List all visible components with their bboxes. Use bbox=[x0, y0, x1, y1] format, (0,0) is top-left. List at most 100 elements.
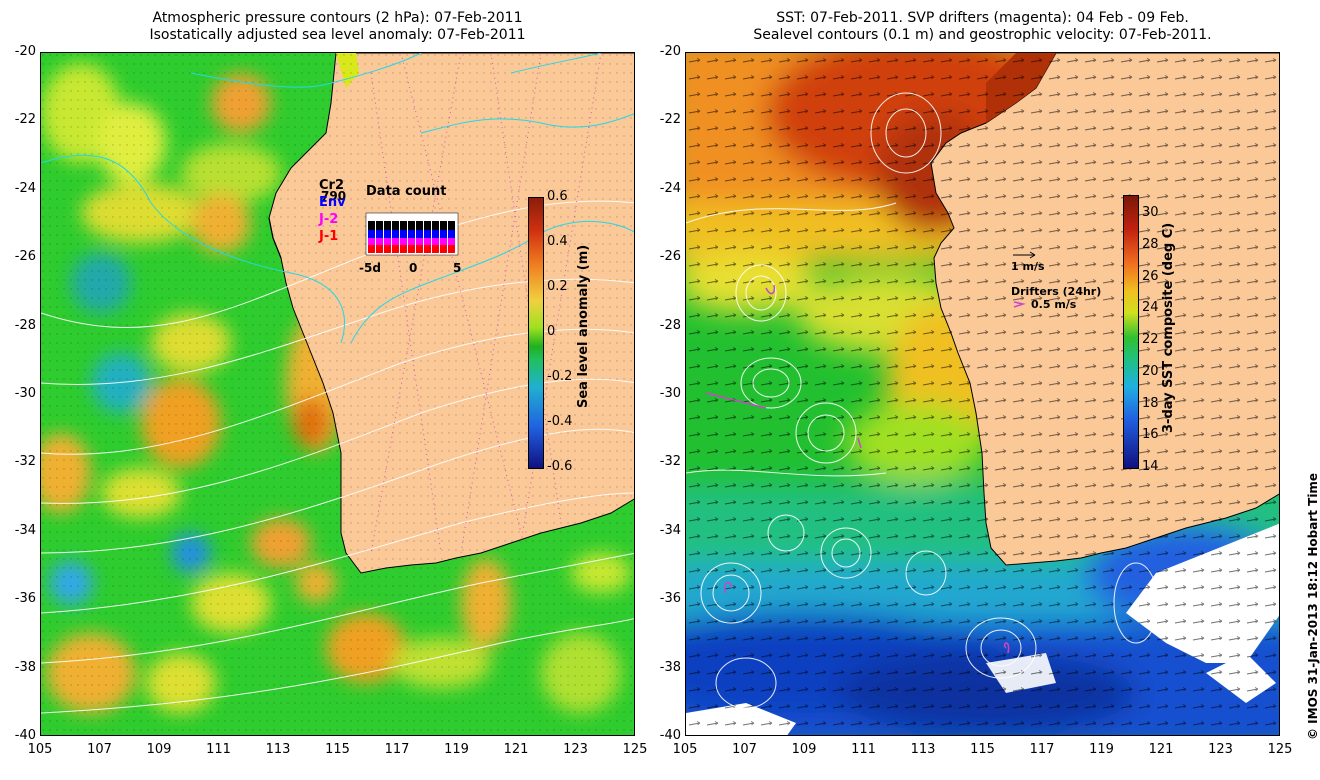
right-panel-title: SST: 07-Feb-2011. SVP drifters (magenta)… bbox=[685, 10, 1280, 44]
drifter-scale-label: 0.5 m/s bbox=[1031, 298, 1077, 311]
left-title-line2: Isostatically adjusted sea level anomaly… bbox=[149, 27, 526, 43]
data-count-bar bbox=[408, 221, 415, 230]
data-count-tick: -5d bbox=[359, 261, 381, 275]
sla-colorbar-label: Sea level anomaly (m) bbox=[576, 244, 591, 408]
sst-colorbar-tick: 16 bbox=[1142, 427, 1159, 443]
y-tick-label: -20 bbox=[14, 44, 36, 59]
data-count-bar bbox=[448, 221, 455, 230]
satellite-label: Env bbox=[319, 195, 346, 210]
data-count-bar bbox=[440, 221, 447, 230]
data-count-bar bbox=[384, 230, 391, 238]
sst-colorbar-tick: 30 bbox=[1142, 205, 1159, 220]
data-count-chart bbox=[365, 212, 459, 256]
x-tick-label: 111 bbox=[206, 742, 231, 757]
drifter-scale-arrow bbox=[1013, 301, 1026, 308]
y-tick-label: -28 bbox=[659, 317, 681, 333]
y-tick-label: -24 bbox=[659, 180, 681, 196]
y-tick-label: -26 bbox=[14, 249, 36, 265]
sst-colorbar-tick: 28 bbox=[1142, 236, 1159, 252]
data-count-bar bbox=[416, 238, 423, 245]
y-tick-label: -32 bbox=[14, 454, 36, 470]
satellite-label: J-2 bbox=[319, 212, 339, 227]
sst-map: 1 m/s Drifters (24hr) 0.5 m/s 30 28 26 24 22… bbox=[685, 52, 1280, 736]
data-count-tick: 5 bbox=[453, 261, 462, 275]
data-count-bar bbox=[368, 221, 375, 230]
y-tick-label: -24 bbox=[14, 180, 36, 196]
sst-colorbar-tick: 26 bbox=[1142, 268, 1159, 284]
data-count-bar bbox=[432, 238, 439, 245]
right-title-line2: Sealevel contours (0.1 m) and geostrophi… bbox=[753, 27, 1212, 43]
sla-colorbar-tick: 0.6 bbox=[547, 189, 568, 204]
data-count-bar bbox=[416, 230, 423, 238]
sla-colorbar-tick: 0.2 bbox=[547, 279, 568, 294]
y-tick-label: -30 bbox=[14, 386, 36, 401]
x-tick-label: 109 bbox=[146, 742, 172, 757]
data-count-bar bbox=[376, 238, 383, 245]
x-tick-label: 113 bbox=[910, 742, 936, 757]
data-count-bar bbox=[368, 245, 375, 253]
x-tick-label: 117 bbox=[384, 742, 410, 757]
data-count-bar bbox=[384, 238, 391, 245]
data-count-bar bbox=[424, 238, 431, 245]
data-count-bar bbox=[400, 221, 407, 230]
y-tick-label: -36 bbox=[659, 591, 681, 607]
data-count-bar bbox=[368, 230, 375, 238]
sst-colorbar-tick: 22 bbox=[1142, 332, 1159, 347]
x-tick-label: 121 bbox=[1148, 742, 1174, 757]
vector-scale-arrow bbox=[1013, 251, 1036, 259]
x-tick-label: 115 bbox=[970, 742, 995, 757]
sst-colorbar-tick: 14 bbox=[1142, 459, 1159, 474]
x-tick-label: 125 bbox=[622, 742, 648, 757]
data-count-bar bbox=[392, 221, 399, 230]
x-tick-label: 115 bbox=[325, 742, 350, 757]
data-count-bar bbox=[416, 245, 423, 253]
x-tick-label: 113 bbox=[265, 742, 291, 757]
data-count-bar bbox=[408, 230, 415, 238]
y-tick-label: -22 bbox=[14, 112, 36, 128]
right-title-line1: SST: 07-Feb-2011. SVP drifters (magenta)… bbox=[776, 10, 1189, 26]
y-tick-label: -26 bbox=[659, 249, 681, 265]
data-count-bar bbox=[384, 221, 391, 230]
x-tick-label: 109 bbox=[791, 742, 817, 757]
sla-map-svg bbox=[41, 53, 634, 735]
y-tick-label: -32 bbox=[659, 454, 681, 470]
sea-level-anomaly-map: Data count 790 Cr2 Env J-2 J-1 -5d 0 5 0.6 0.4… bbox=[40, 52, 635, 736]
data-count-bar bbox=[400, 230, 407, 238]
data-count-bar bbox=[408, 245, 415, 253]
sst-colorbar-tick: 24 bbox=[1142, 300, 1159, 316]
y-tick-label: -34 bbox=[659, 522, 681, 538]
sea-level-contours bbox=[686, 92, 1159, 709]
data-count-bar bbox=[424, 230, 431, 238]
y-tick-label: -36 bbox=[14, 591, 36, 607]
data-count-bar bbox=[392, 238, 399, 245]
x-tick-label: 107 bbox=[732, 742, 757, 757]
sla-colorbar-tick: -0.6 bbox=[547, 459, 573, 474]
y-tick-label: -22 bbox=[659, 112, 681, 128]
x-tick-label: 117 bbox=[1029, 742, 1055, 757]
data-count-bar bbox=[440, 230, 447, 238]
data-count-bar bbox=[448, 238, 455, 245]
sst-colorbar-tick: 18 bbox=[1142, 395, 1159, 411]
satellite-label: J-1 bbox=[319, 229, 339, 244]
y-tick-label: -28 bbox=[14, 317, 36, 333]
data-count-bar bbox=[424, 245, 431, 253]
data-count-bar bbox=[376, 221, 383, 230]
data-count-bar bbox=[432, 245, 439, 253]
altimeter-tracks bbox=[370, 53, 602, 554]
data-count-bar bbox=[432, 221, 439, 230]
data-count-title: Data count bbox=[366, 184, 447, 199]
x-tick-label: 105 bbox=[672, 742, 698, 757]
data-count-bar bbox=[376, 245, 383, 253]
data-count-bar bbox=[440, 238, 447, 245]
x-tick-label: 111 bbox=[851, 742, 876, 757]
sla-colorbar-tick: -0.2 bbox=[547, 369, 573, 384]
sst-map-svg bbox=[686, 53, 1279, 735]
x-tick-label: 105 bbox=[27, 742, 53, 757]
x-tick-label: 123 bbox=[1208, 742, 1233, 757]
data-count-bar bbox=[392, 230, 399, 238]
y-tick-label: -40 bbox=[659, 728, 681, 743]
svp-drifter-tracks bbox=[705, 284, 1010, 654]
data-count-bar bbox=[400, 245, 407, 253]
cyan-contours bbox=[41, 53, 634, 344]
data-count-bar bbox=[448, 245, 455, 253]
